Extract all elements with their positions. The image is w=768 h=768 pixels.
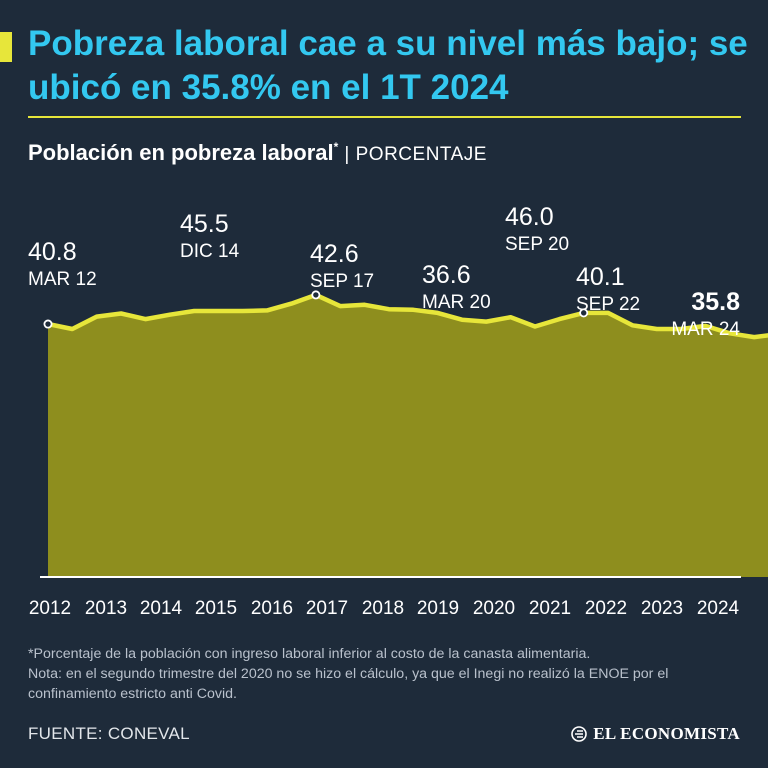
x-tick-label-2023: 2023 [641,598,683,619]
chart-subtitle: Población en pobreza laboral* | PORCENTA… [28,140,487,166]
el-economista-logo-icon [571,726,588,742]
x-tick-label-2012: 2012 [29,598,71,619]
data-point-marker-mar-12 [43,319,53,329]
x-tick-label-2018: 2018 [362,598,404,619]
x-tick-label-2024: 2024 [697,598,740,619]
annotation-date-sep-22: SEP 22 [576,294,640,315]
page-title: Pobreza laboral cae a su nivel más bajo;… [28,24,748,107]
annotation-date-mar-24: MAR 24 [671,319,740,340]
x-tick-label-2020: 2020 [473,598,515,619]
brand-name: EL ECONOMISTA [593,724,740,743]
footnote-note: Nota: en el segundo trimestre del 2020 n… [28,666,669,702]
chart-subtitle-marker: * [333,140,339,154]
x-tick-label-2021: 2021 [529,598,571,619]
annotation-date-sep-17: SEP 17 [310,271,374,292]
annotation-value-dic-14: 45.5 [180,210,229,238]
annotation-value-sep-20: 46.0 [505,203,554,231]
series-line-1 [45,292,768,340]
data-point-marker-dic-14 [311,290,321,300]
x-tick-label-2015: 2015 [195,598,237,619]
chart-unit-label: | PORCENTAJE [344,144,487,165]
annotation-value-sep-17: 42.6 [310,240,359,268]
x-tick-label-2017: 2017 [306,598,348,619]
footnote: *Porcentaje de la población con ingreso … [28,644,743,704]
x-tick-label-2016: 2016 [251,598,293,619]
chart-subtitle-text: Población en pobreza laboral [28,140,334,165]
annotation-value-mar-24: 35.8 [691,288,740,316]
area-fill-series-1 [48,294,768,577]
annotation-date-mar-20: MAR 20 [422,292,491,313]
annotation-value-sep-22: 40.1 [576,263,625,291]
brand-logo: EL ECONOMISTA [571,724,740,744]
source-credit: FUENTE: CONEVAL [28,724,190,743]
title-accent-bar [0,32,12,62]
annotation-value-mar-20: 36.6 [422,261,471,289]
title-divider [28,116,741,118]
x-tick-label-2019: 2019 [417,598,459,619]
data-point-marker-sep-17 [579,308,589,318]
x-tick-label-2022: 2022 [585,598,627,619]
chart-canvas: 2012 2013 2014 2015 2016 2017 2018 2019 2020 2021… [28,203,768,619]
annotation-date-dic-14: DIC 14 [180,241,240,262]
x-tick-label-2013: 2013 [85,598,127,619]
annotation-date-sep-20: SEP 20 [505,234,569,255]
annotation-value-mar-12: 40.8 [28,238,77,266]
annotation-date-mar-12: MAR 12 [28,269,97,290]
x-tick-label-2014: 2014 [140,598,183,619]
footnote-definition: *Porcentaje de la población con ingreso … [28,646,591,662]
